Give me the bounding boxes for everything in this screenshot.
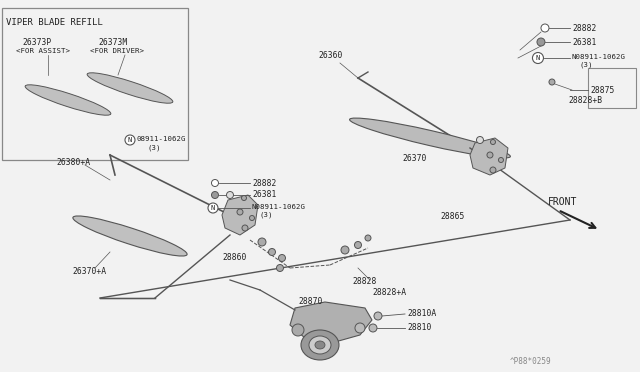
Text: 28828+B: 28828+B (568, 96, 602, 105)
Text: ^P88*0259: ^P88*0259 (510, 357, 552, 366)
Circle shape (490, 140, 495, 144)
Circle shape (208, 203, 218, 213)
Text: 28882: 28882 (252, 179, 276, 187)
Text: 26380+A: 26380+A (56, 157, 90, 167)
Text: N: N (211, 205, 215, 211)
Circle shape (374, 312, 382, 320)
Circle shape (369, 324, 377, 332)
FancyBboxPatch shape (2, 8, 188, 160)
Text: 28828: 28828 (352, 278, 376, 286)
Circle shape (341, 246, 349, 254)
Text: <FOR ASSIST>: <FOR ASSIST> (16, 48, 70, 54)
Circle shape (211, 180, 218, 186)
Text: <FOR DRIVER>: <FOR DRIVER> (90, 48, 144, 54)
Ellipse shape (301, 330, 339, 360)
Ellipse shape (309, 336, 331, 354)
Ellipse shape (349, 118, 510, 158)
Text: N: N (128, 137, 132, 143)
Text: 28828+A: 28828+A (372, 289, 406, 298)
Circle shape (532, 52, 543, 64)
Circle shape (537, 38, 545, 46)
Text: 28810: 28810 (407, 324, 431, 333)
Text: N08911-1062G: N08911-1062G (252, 204, 306, 210)
Circle shape (237, 209, 243, 215)
Text: 28882: 28882 (572, 23, 596, 32)
Circle shape (269, 248, 275, 256)
Ellipse shape (315, 341, 325, 349)
Polygon shape (290, 302, 372, 342)
Polygon shape (222, 195, 258, 235)
Text: 26373M: 26373M (98, 38, 127, 46)
Circle shape (276, 264, 284, 272)
Ellipse shape (25, 85, 111, 115)
Circle shape (499, 157, 504, 163)
Circle shape (227, 192, 234, 199)
Circle shape (292, 324, 304, 336)
Circle shape (241, 196, 246, 201)
Text: 28870: 28870 (298, 298, 323, 307)
Text: N08911-1062G: N08911-1062G (572, 54, 626, 60)
Text: 26373P: 26373P (22, 38, 51, 46)
Circle shape (487, 152, 493, 158)
Text: 26360: 26360 (318, 51, 342, 60)
Circle shape (355, 323, 365, 333)
Circle shape (476, 137, 483, 144)
Circle shape (365, 235, 371, 241)
Text: N: N (536, 55, 540, 61)
Text: 26381: 26381 (252, 190, 276, 199)
Text: 28860: 28860 (222, 253, 246, 263)
Circle shape (242, 225, 248, 231)
Circle shape (250, 215, 255, 221)
Text: (3): (3) (148, 145, 161, 151)
Text: 28875: 28875 (590, 86, 614, 94)
Circle shape (258, 238, 266, 246)
Circle shape (541, 24, 549, 32)
Polygon shape (470, 138, 508, 175)
Circle shape (549, 79, 555, 85)
Text: 26370+A: 26370+A (72, 267, 106, 276)
Ellipse shape (73, 216, 187, 256)
Circle shape (211, 192, 218, 199)
Circle shape (125, 135, 135, 145)
Text: (3): (3) (580, 62, 593, 68)
Text: FRONT: FRONT (548, 197, 577, 207)
Text: 08911-1062G: 08911-1062G (137, 136, 186, 142)
Circle shape (490, 167, 496, 173)
Text: 26370: 26370 (402, 154, 426, 163)
Circle shape (355, 241, 362, 248)
Text: 28865: 28865 (440, 212, 465, 221)
Text: 28810A: 28810A (407, 310, 436, 318)
Circle shape (278, 254, 285, 262)
Text: 26381: 26381 (572, 38, 596, 46)
Text: VIPER BLADE REFILL: VIPER BLADE REFILL (6, 18, 103, 27)
Text: (3): (3) (260, 212, 273, 218)
FancyBboxPatch shape (588, 68, 636, 108)
Ellipse shape (87, 73, 173, 103)
